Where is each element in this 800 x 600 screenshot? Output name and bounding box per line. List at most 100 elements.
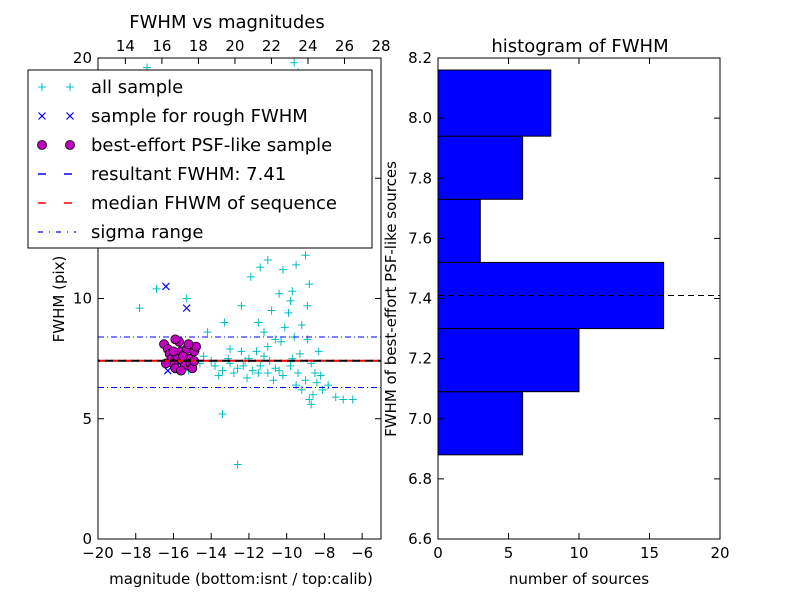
psf-sample-point [168, 346, 179, 357]
x-tick-label: −12 [233, 544, 265, 562]
all-sample-point [210, 361, 219, 370]
x-tick-label: 15 [640, 544, 659, 562]
y-tick-label: 20 [73, 49, 92, 67]
legend-entry: best-effort PSF-like sample [37, 135, 332, 156]
all-sample-point [220, 318, 229, 327]
all-sample-point [295, 349, 304, 358]
histogram-xlabel: number of sources [509, 570, 649, 588]
all-sample-point [243, 373, 252, 382]
scatter-axes: −20−18−16−14−12−10−8−605101520 [73, 49, 381, 562]
scatter-xlabel: magnitude (bottom:isnt / top:calib) [109, 570, 373, 588]
legend-entry: all sample [38, 77, 183, 98]
all-sample-point [199, 352, 208, 361]
all-sample-point [254, 369, 263, 378]
y-tick-label: 7.6 [408, 229, 432, 247]
y-tick-label: 0 [82, 530, 92, 548]
all-sample-point [301, 251, 310, 260]
all-sample-point [278, 265, 287, 274]
top-x-tick-label: 16 [152, 37, 171, 55]
top-x-tick-label: 28 [371, 37, 390, 55]
y-tick-label: 8.0 [408, 109, 432, 127]
y-tick-label: 7.0 [408, 410, 432, 428]
all-sample-point [269, 376, 278, 385]
histogram-bar [437, 69, 552, 137]
all-sample-point [286, 296, 295, 305]
all-sample-point [246, 272, 255, 281]
psf-sample-point [183, 339, 194, 350]
all-sample-point [275, 289, 284, 298]
legend-label: resultant FWHM: 7.41 [91, 164, 286, 185]
all-sample-point [229, 369, 238, 378]
all-sample-point [305, 395, 314, 404]
scatter-title: FWHM vs magnitudes [129, 12, 324, 33]
top-x-tick-label: 26 [335, 37, 354, 55]
all-sample-point [348, 395, 357, 404]
histogram-bar [437, 135, 524, 200]
legend-plus-icon [66, 83, 74, 91]
legend-entry: resultant FWHM: 7.41 [38, 164, 286, 185]
all-sample-point [182, 294, 191, 303]
histogram-plot-area [437, 69, 720, 456]
all-sample-point [248, 366, 257, 375]
y-tick-label: 7.8 [408, 169, 432, 187]
all-sample-point [301, 376, 310, 385]
x-tick-label: 10 [569, 544, 588, 562]
psf-sample-point [177, 351, 188, 362]
top-x-tick-label: 20 [225, 37, 244, 55]
legend-entry: sample for rough FWHM [38, 106, 308, 127]
legend-x-icon [66, 112, 74, 120]
y-tick-label: 6.6 [408, 530, 432, 548]
all-sample-point [290, 58, 299, 67]
legend-entry: sigma range [38, 222, 203, 243]
all-sample-point [277, 337, 286, 346]
all-sample-point [280, 323, 289, 332]
all-sample-point [275, 366, 284, 375]
legend: all sample sample for rough FWHM best-effo… [27, 69, 373, 249]
top-x-tick-label: 22 [262, 37, 281, 55]
all-sample-point [263, 342, 272, 351]
y-tick-label: 7.2 [408, 350, 432, 368]
all-sample-point [292, 260, 301, 269]
all-sample-point [297, 385, 306, 394]
histogram-bar [437, 328, 580, 393]
all-sample-point [284, 308, 293, 317]
rough-sample-point [161, 282, 170, 291]
x-tick-label: −16 [158, 544, 190, 562]
x-tick-label: 5 [504, 544, 514, 562]
legend-x-icon [38, 112, 46, 120]
psf-sample-point [176, 365, 186, 376]
all-sample-point [309, 390, 318, 399]
all-sample-point [239, 361, 248, 370]
all-sample-point [152, 284, 161, 293]
all-sample-point [135, 304, 144, 313]
x-tick-label: 20 [710, 544, 729, 562]
x-tick-label: −10 [271, 544, 303, 562]
all-sample-point [263, 256, 272, 265]
all-sample-point [252, 347, 261, 356]
all-sample-point [286, 361, 295, 370]
x-tick-label: −18 [120, 544, 152, 562]
all-sample-point [307, 400, 316, 409]
all-sample-point [339, 395, 348, 404]
all-sample-point [218, 409, 227, 418]
legend-circle-icon [37, 140, 47, 150]
x-tick-label: −14 [195, 544, 227, 562]
legend-plus-icon [38, 83, 46, 91]
y-tick-label: 10 [73, 290, 92, 308]
y-tick-label: 5 [82, 410, 92, 428]
histogram-panel: histogram of FWHM 0 5 10 15 20 6.6 6.8 7.0 7.2 7.… [382, 36, 730, 588]
all-sample-point [203, 328, 212, 337]
histogram-bar [437, 391, 524, 456]
all-sample-point [288, 287, 297, 296]
histogram-ylabel: FWHM of best-effort PSF-like sources [382, 161, 400, 437]
all-sample-point [278, 371, 287, 380]
all-sample-point [310, 369, 319, 378]
y-tick-label: 7.4 [408, 290, 432, 308]
legend-label: sample for rough FWHM [91, 106, 308, 127]
histogram-title: histogram of FWHM [491, 36, 668, 57]
scatter-ylabel: FWHM (pix) [50, 256, 68, 343]
x-tick-label: 0 [433, 544, 443, 562]
legend-label: median FHWM of sequence [91, 193, 337, 214]
all-sample-point [312, 378, 321, 387]
